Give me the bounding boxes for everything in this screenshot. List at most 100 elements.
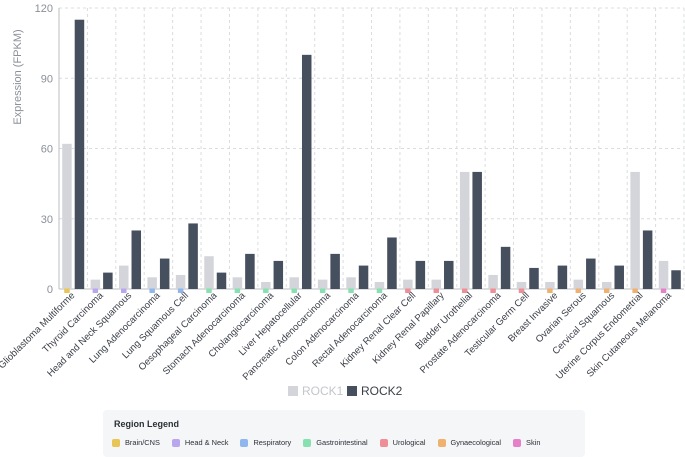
bar-rock2	[103, 272, 113, 289]
region-legend: Region Legend Brain/CNS Head & Neck Respir…	[103, 410, 585, 457]
region-legend-items: Brain/CNS Head & Neck Respiratory Gastroint…	[112, 438, 552, 447]
y-tick-label: 60	[41, 144, 53, 156]
legend-item-rock1: ROCK1	[288, 384, 344, 398]
bar-rock2	[415, 260, 426, 289]
bar-rock1	[488, 274, 498, 289]
region-marker	[149, 288, 155, 293]
region-swatch	[437, 438, 446, 447]
bar-rock2	[245, 253, 255, 289]
y-tick-label: 120	[35, 3, 53, 15]
bar-rock1	[119, 265, 129, 289]
bar-rock1	[658, 260, 669, 289]
region-markers	[64, 288, 667, 293]
legend-label: ROCK1	[302, 384, 344, 398]
y-tick-label: 30	[41, 214, 53, 226]
region-legend-label: Skin	[526, 438, 541, 447]
bar-rock1	[62, 143, 72, 289]
bar-rock1	[431, 279, 442, 289]
bar-rock1	[630, 171, 640, 289]
region-legend-item: Head & Neck	[171, 438, 229, 447]
region-legend-item: Skin	[513, 438, 540, 447]
region-marker	[64, 288, 70, 293]
region-marker	[461, 288, 468, 293]
bar-rock2	[614, 265, 624, 289]
bar-rock2	[301, 54, 312, 290]
region-marker	[92, 288, 99, 293]
bar-rock2	[330, 253, 340, 289]
bar-rock1	[204, 256, 214, 289]
bar-rock1	[175, 274, 186, 289]
region-marker	[632, 288, 638, 293]
region-legend-item: Urological	[379, 438, 426, 447]
bar-rock2	[131, 230, 142, 289]
region-legend-label: Respiratory	[253, 438, 292, 447]
region-marker	[405, 288, 411, 293]
bar-rock2	[500, 246, 511, 289]
region-marker	[660, 288, 667, 293]
region-marker	[490, 288, 496, 293]
bar-rock2	[159, 258, 170, 289]
bar-rock1	[516, 281, 527, 289]
region-legend-item: Brain/CNS	[112, 438, 160, 447]
region-legend-label: Gastrointestinal	[316, 438, 368, 447]
region-legend-label: Urological	[392, 438, 426, 447]
region-swatch	[379, 438, 388, 447]
region-marker	[121, 288, 127, 293]
region-swatch	[240, 438, 249, 447]
region-legend-label: Gynaecological	[450, 438, 502, 447]
region-marker	[319, 288, 326, 293]
region-swatch	[112, 438, 120, 447]
region-marker	[177, 288, 184, 293]
legend-label: ROCK2	[361, 384, 403, 398]
bar-rock2	[472, 171, 482, 289]
bar-rock2	[358, 265, 369, 289]
x-tick-label: Breast Invasive	[506, 290, 560, 344]
y-axis-label: Expression (FPKM)	[12, 29, 24, 124]
region-legend-item: Gynaecological	[437, 438, 502, 447]
bar-rock1	[459, 171, 470, 289]
legend-item-rock2: ROCK2	[347, 384, 403, 398]
bar-rock2	[387, 237, 397, 289]
region-legend-label: Brain/CNS	[125, 438, 160, 447]
bar-rock1	[346, 277, 356, 289]
region-marker	[575, 288, 582, 293]
bar-rock2	[642, 230, 653, 289]
series-legend: ROCK1 ROCK2	[288, 384, 403, 398]
region-swatch	[513, 438, 522, 447]
legend-swatch	[288, 386, 298, 396]
grid-lines	[58, 7, 685, 290]
bar-rock2	[216, 272, 227, 289]
bar-rock2	[557, 265, 568, 289]
region-swatch	[303, 438, 312, 447]
region-legend-item: Respiratory	[240, 438, 291, 447]
y-tick-label: 0	[47, 284, 53, 296]
bar-rock2	[529, 267, 539, 289]
bar-chart: 0 30 60 90 120 Expression (FPKM) Glioblastom…	[0, 3, 685, 398]
region-marker	[206, 288, 212, 293]
region-marker	[547, 288, 553, 293]
bar-rock1	[261, 281, 271, 289]
bar-rock1	[289, 277, 299, 289]
bar-rock2	[188, 223, 198, 289]
region-marker	[234, 288, 241, 293]
bar-rock1	[601, 281, 612, 289]
region-marker	[518, 288, 525, 293]
bar-rock2	[444, 260, 454, 289]
region-marker	[263, 288, 269, 293]
region-marker	[291, 288, 297, 293]
region-legend-label: Head & Neck	[184, 438, 229, 447]
bar-rock1	[573, 279, 584, 289]
region-marker	[348, 288, 354, 293]
region-marker	[433, 288, 440, 293]
y-axis: 0 30 60 90 120	[35, 3, 53, 296]
region-legend-item: Gastrointestinal	[303, 438, 368, 447]
region-marker	[376, 288, 383, 293]
region-legend-title: Region Legend	[114, 419, 179, 429]
y-tick-label: 90	[41, 73, 53, 85]
bar-rock1	[90, 279, 101, 289]
region-marker	[603, 288, 610, 293]
bar-rock2	[671, 270, 681, 289]
bar-rock1	[545, 281, 555, 289]
bar-rock1	[317, 279, 328, 289]
